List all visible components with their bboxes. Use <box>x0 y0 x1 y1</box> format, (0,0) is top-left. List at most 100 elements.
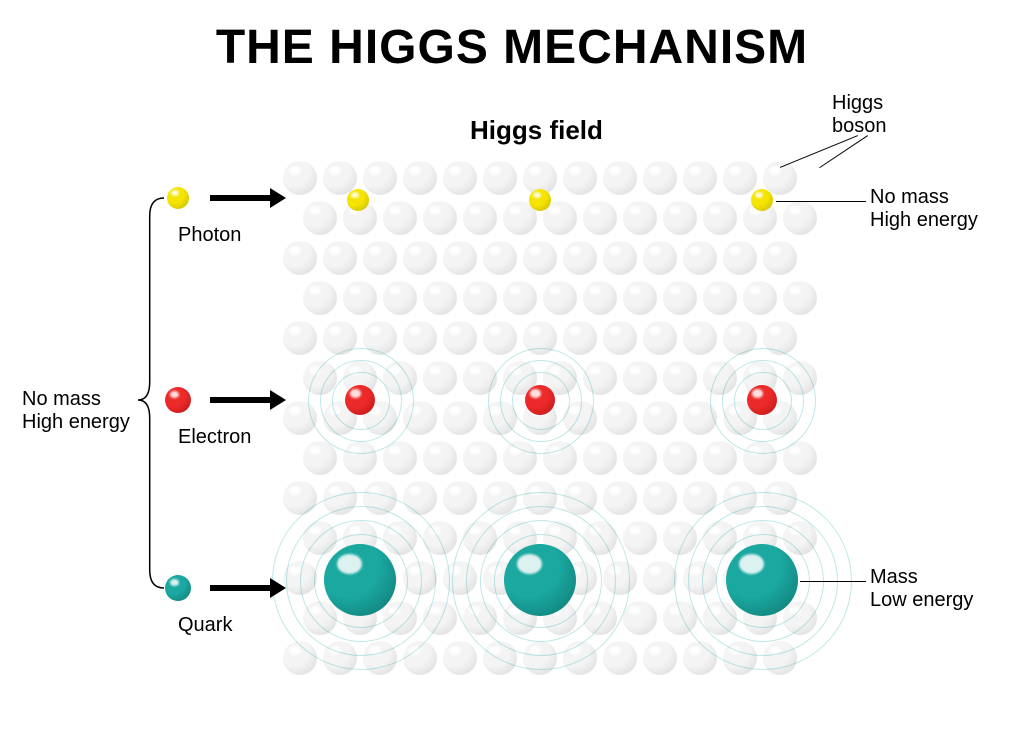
electron-name-label: Electron <box>178 426 251 449</box>
callout-higgs-boson: Higgsboson <box>832 92 887 138</box>
higgs-field-sphere <box>783 281 817 315</box>
quark-in-field <box>726 544 798 616</box>
higgs-field-sphere <box>683 161 717 195</box>
diagram-stage: THE HIGGS MECHANISM Higgs field Photon Elec… <box>0 0 1024 737</box>
photon-in-field <box>751 189 773 211</box>
higgs-field-sphere <box>303 441 337 475</box>
higgs-field-sphere <box>403 241 437 275</box>
higgs-field-sphere <box>683 321 717 355</box>
higgs-field-sphere <box>643 401 677 435</box>
higgs-field-sphere <box>463 441 497 475</box>
higgs-field-sphere <box>603 321 637 355</box>
higgs-field-sphere <box>663 281 697 315</box>
higgs-field-sphere <box>643 561 677 595</box>
photon-arrow-icon <box>210 195 272 201</box>
higgs-field-sphere <box>343 281 377 315</box>
higgs-field-sphere <box>703 281 737 315</box>
higgs-field-sphere <box>583 201 617 235</box>
higgs-field-sphere <box>483 241 517 275</box>
higgs-field-sphere <box>423 201 457 235</box>
higgs-field-sphere <box>663 441 697 475</box>
higgs-field-sphere <box>623 441 657 475</box>
higgs-field-sphere <box>543 281 577 315</box>
electron-in-field <box>345 385 375 415</box>
higgs-field-sphere <box>283 161 317 195</box>
quark-in-field <box>324 544 396 616</box>
left-caption-line: High energy <box>22 411 130 433</box>
higgs-field-sphere <box>423 441 457 475</box>
higgs-field-sphere <box>663 361 697 395</box>
higgs-field-sphere <box>443 321 477 355</box>
leader-line <box>780 135 858 168</box>
leader-line <box>776 201 866 202</box>
callout-line: Mass <box>870 566 918 588</box>
higgs-field-sphere <box>483 321 517 355</box>
main-title: THE HIGGS MECHANISM <box>0 20 1024 75</box>
higgs-field-sphere <box>323 241 357 275</box>
callout-mass-low-energy: MassLow energy <box>870 566 973 612</box>
higgs-field-sphere <box>423 361 457 395</box>
higgs-field-sphere <box>383 281 417 315</box>
higgs-field-sphere <box>763 241 797 275</box>
higgs-field-sphere <box>283 321 317 355</box>
photon-in-field <box>347 189 369 211</box>
higgs-field-sphere <box>603 401 637 435</box>
higgs-field-sphere <box>703 441 737 475</box>
higgs-field-sphere <box>743 281 777 315</box>
higgs-field-sphere <box>363 161 397 195</box>
higgs-field-sphere <box>503 281 537 315</box>
higgs-field-sphere <box>603 241 637 275</box>
callout-line: Low energy <box>870 589 973 611</box>
left-caption: No massHigh energy <box>22 388 130 434</box>
higgs-field-sphere <box>643 161 677 195</box>
higgs-field-sphere <box>623 521 657 555</box>
higgs-field-sphere <box>583 281 617 315</box>
higgs-field-label: Higgs field <box>470 115 603 146</box>
higgs-field-sphere <box>563 321 597 355</box>
brace-icon <box>138 195 170 591</box>
higgs-field-sphere <box>723 161 757 195</box>
callout-line: High energy <box>870 209 978 231</box>
higgs-field-sphere <box>563 161 597 195</box>
callout-line: No mass <box>870 186 949 208</box>
higgs-field-sphere <box>603 641 637 675</box>
higgs-field-sphere <box>443 641 477 675</box>
higgs-field-sphere <box>303 201 337 235</box>
higgs-field-sphere <box>623 361 657 395</box>
higgs-field-sphere <box>723 241 757 275</box>
higgs-field-sphere <box>363 241 397 275</box>
higgs-field-sphere <box>643 641 677 675</box>
higgs-field-sphere <box>703 201 737 235</box>
higgs-field-sphere <box>623 201 657 235</box>
callout-line: Higgs <box>832 92 883 114</box>
higgs-field-sphere <box>443 241 477 275</box>
higgs-field-sphere <box>463 201 497 235</box>
higgs-field-sphere <box>443 481 477 515</box>
photon-name-label: Photon <box>178 224 241 247</box>
higgs-field-sphere <box>443 161 477 195</box>
quark-name-label: Quark <box>178 614 232 637</box>
leader-line <box>800 581 866 582</box>
higgs-field-sphere <box>583 441 617 475</box>
higgs-field-sphere <box>643 241 677 275</box>
higgs-field-sphere <box>443 401 477 435</box>
higgs-field-sphere <box>603 161 637 195</box>
higgs-field-sphere <box>623 281 657 315</box>
left-caption-line: No mass <box>22 388 101 410</box>
photon-legend <box>167 187 189 209</box>
higgs-field-sphere <box>643 321 677 355</box>
callout-no-mass-high-energy: No massHigh energy <box>870 186 978 232</box>
higgs-field-sphere <box>663 201 697 235</box>
photon-in-field <box>529 189 551 211</box>
higgs-field-sphere <box>603 481 637 515</box>
higgs-field-sphere <box>623 601 657 635</box>
higgs-field-sphere <box>483 161 517 195</box>
electron-in-field <box>747 385 777 415</box>
higgs-field-sphere <box>563 241 597 275</box>
electron-in-field <box>525 385 555 415</box>
higgs-field-sphere <box>783 201 817 235</box>
quark-arrow-icon <box>210 585 272 591</box>
callout-line: boson <box>832 115 887 137</box>
higgs-field-sphere <box>683 241 717 275</box>
higgs-field-sphere <box>523 241 557 275</box>
